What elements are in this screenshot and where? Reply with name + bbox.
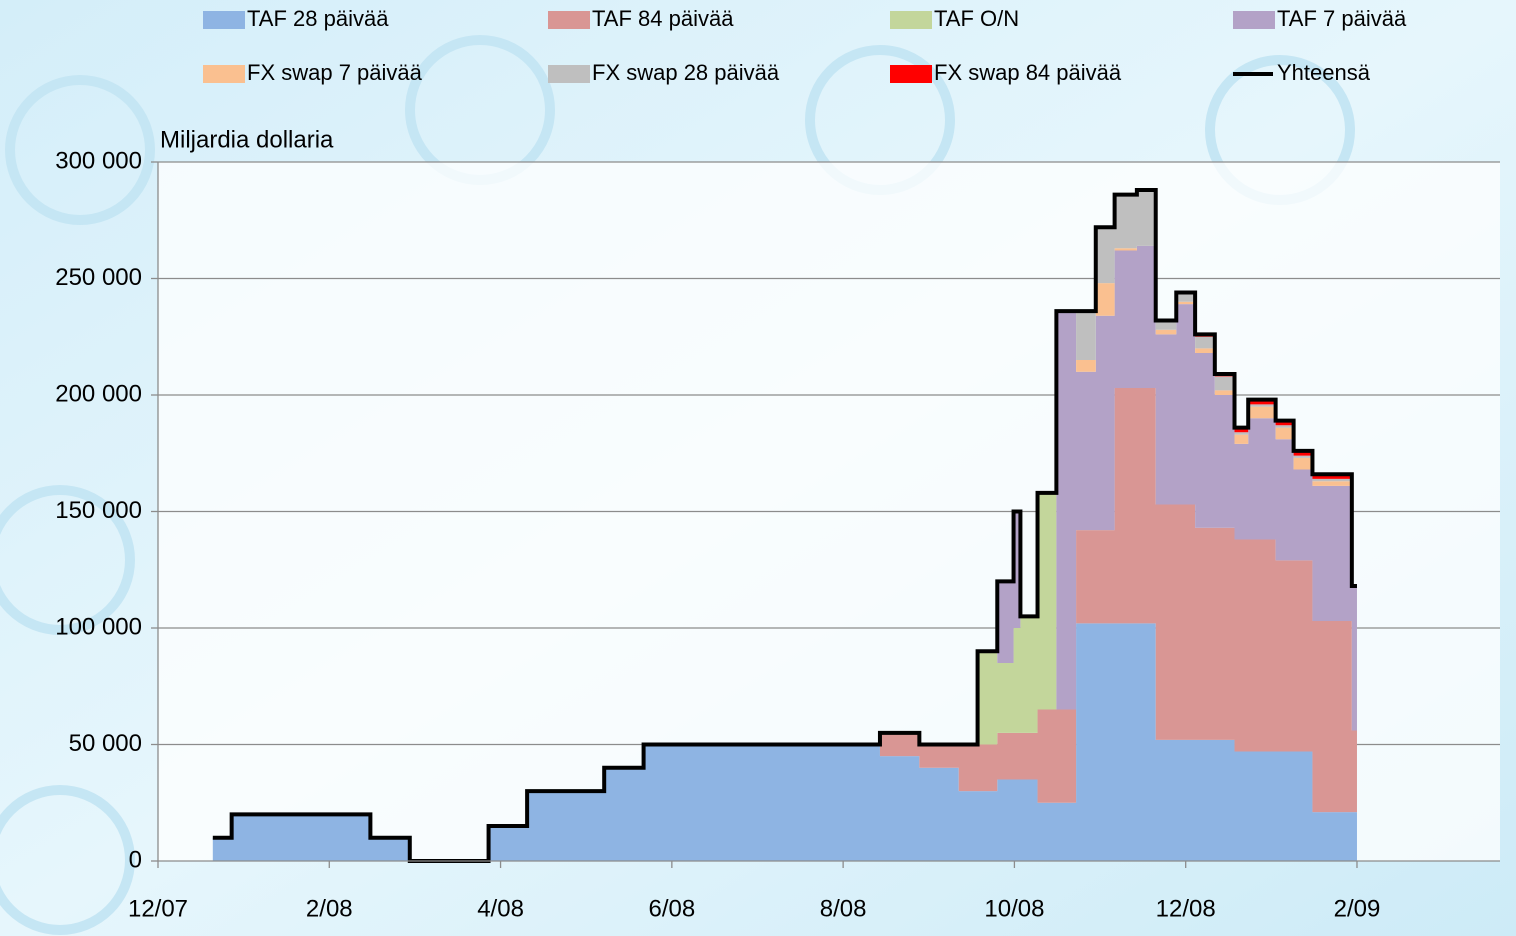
legend-label: FX swap 7 päivää xyxy=(247,60,423,85)
y-tick-label: 100 000 xyxy=(55,613,142,640)
area xyxy=(212,388,1357,861)
y-tick-label: 150 000 xyxy=(55,497,142,524)
y-axis-label: Miljardia dollaria xyxy=(160,126,334,153)
area xyxy=(212,623,1357,861)
legend-swatch xyxy=(548,11,590,29)
legend-label: TAF 84 päivää xyxy=(592,6,734,31)
x-tick-label: 2/09 xyxy=(1334,895,1381,922)
line xyxy=(212,187,1357,863)
y-tick-label: 200 000 xyxy=(55,380,142,407)
legend-label: FX swap 84 päivää xyxy=(934,60,1122,85)
x-tick-label: 12/07 xyxy=(128,895,188,922)
legend-swatch xyxy=(1233,11,1275,29)
legend-label: TAF O/N xyxy=(934,6,1019,31)
x-tick-label: 2/08 xyxy=(306,895,353,922)
legend-label: Yhteensä xyxy=(1277,60,1371,85)
legend-label: TAF 7 päivää xyxy=(1277,6,1407,31)
legend-label: TAF 28 päivää xyxy=(247,6,389,31)
legend-swatch xyxy=(203,65,245,83)
x-tick-label: 12/08 xyxy=(1156,895,1216,922)
y-tick-label: 300 000 xyxy=(55,147,142,174)
legend-swatch xyxy=(890,65,932,83)
area xyxy=(212,245,1357,861)
legend-swatch xyxy=(203,11,245,29)
x-tick-label: 8/08 xyxy=(820,895,867,922)
legend-label: FX swap 28 päivää xyxy=(592,60,780,85)
y-tick-label: 50 000 xyxy=(69,730,142,757)
y-tick-label: 0 xyxy=(129,846,142,873)
x-tick-label: 4/08 xyxy=(477,895,524,922)
legend-swatch xyxy=(890,11,932,29)
y-tick-label: 250 000 xyxy=(55,264,142,291)
legend-swatch xyxy=(548,65,590,83)
x-tick-label: 10/08 xyxy=(984,895,1044,922)
x-tick-label: 6/08 xyxy=(648,895,695,922)
